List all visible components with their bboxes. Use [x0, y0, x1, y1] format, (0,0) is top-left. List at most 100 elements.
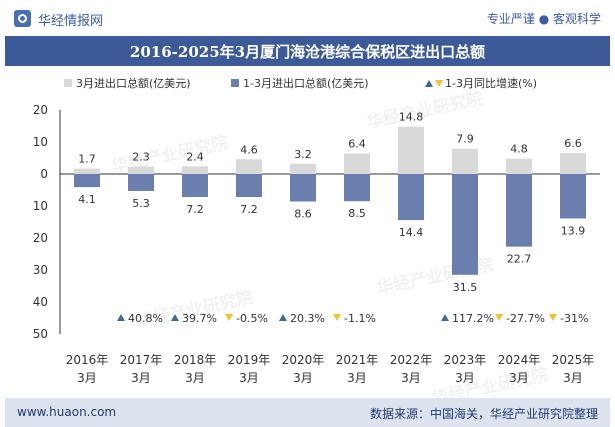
growth-label: -0.5% [236, 312, 268, 325]
data-label-march: 4.8 [510, 143, 528, 156]
chart: 3月进出口总额(亿美元) 1-3月进出口总额(亿美元) 1-3月同比增速(%)201… [33, 76, 600, 385]
x-tick-label: 2025年 [552, 353, 595, 367]
data-label-ytd: 7.2 [240, 203, 258, 216]
x-tick-label: 3月 [455, 371, 475, 385]
bar-march [344, 153, 370, 174]
data-label-ytd: 13.9 [561, 224, 586, 237]
y-tick-label: 40 [33, 295, 48, 309]
growth-down-marker [549, 314, 557, 321]
x-tick-label: 2022年 [390, 353, 433, 367]
growth-label: 40.8% [128, 312, 163, 325]
legend-marker-down [435, 80, 443, 87]
bar-ytd [236, 174, 262, 198]
growth-down-marker [495, 314, 503, 321]
x-tick-label: 3月 [401, 371, 421, 385]
data-source: 数据来源：中国海关，华经产业研究院整理 [369, 407, 598, 421]
x-tick-label: 3月 [185, 371, 205, 385]
data-label-march: 1.7 [78, 153, 96, 166]
x-tick-label: 2021年 [336, 353, 379, 367]
data-label-march: 4.6 [240, 143, 258, 156]
data-label-ytd: 14.4 [399, 226, 424, 239]
bar-ytd [128, 174, 154, 191]
bar-ytd [290, 174, 316, 202]
growth-up-marker [117, 314, 125, 321]
legend-label-ytd: 1-3月进出口总额(亿美元) [243, 76, 369, 90]
legend [64, 79, 443, 87]
growth-label: 117.2% [452, 312, 494, 325]
data-label-ytd: 7.2 [186, 203, 204, 216]
bar-march [506, 158, 532, 174]
bar-march [182, 166, 208, 174]
bar-ytd [560, 174, 586, 219]
y-tick-label: 20 [33, 103, 48, 117]
bar-march [452, 148, 478, 174]
growth-label: -27.7% [506, 312, 545, 325]
x-tick-label: 3月 [347, 371, 367, 385]
x-tick-label: 3月 [509, 371, 529, 385]
growth-up-marker [441, 314, 449, 321]
legend-marker-up [425, 80, 433, 87]
x-tick-label: 3月 [293, 371, 313, 385]
tagline: 专业严谨 ● 客观科学 [486, 12, 601, 26]
y-tick-label: 30 [33, 263, 48, 277]
growth-up-marker [279, 314, 287, 321]
y-tick-label: 10 [33, 135, 48, 149]
bar-ytd [344, 174, 370, 202]
title-bar: 2016-2025年3月厦门海沧港综合保税区进出口总额 [5, 36, 610, 66]
bar-ytd [182, 174, 208, 198]
data-label-ytd: 4.1 [78, 193, 96, 206]
x-tick-label: 2018年 [174, 353, 217, 367]
x-tick-label: 2017年 [120, 353, 163, 367]
growth-down-marker [333, 314, 341, 321]
x-tick-label: 3月 [239, 371, 259, 385]
brand-name: 华经情报网 [38, 14, 104, 29]
data-label-march: 2.3 [132, 151, 150, 164]
growth-label: -31% [560, 312, 588, 325]
growth-up-marker [171, 314, 179, 321]
logo-icon [14, 10, 31, 27]
bar-march [398, 126, 424, 174]
legend-swatch-ytd [231, 79, 239, 87]
bar-march [290, 163, 316, 174]
bar-ytd [506, 174, 532, 247]
legend-swatch-march [64, 79, 72, 87]
y-tick-label: 50 [33, 327, 48, 341]
growth-label: -1.1% [344, 312, 376, 325]
bar-ytd [398, 174, 424, 221]
top-bar: 华经情报网 专业严谨 ● 客观科学 [0, 0, 615, 36]
legend-label-growth: 1-3月同比增速(%) [445, 76, 537, 90]
website-link[interactable]: www.huaon.com [17, 405, 117, 419]
y-tick-label: 20 [33, 231, 48, 245]
data-label-ytd: 8.6 [294, 208, 312, 221]
x-tick-label: 2019年 [228, 353, 271, 367]
growth-label: 20.3% [290, 312, 325, 325]
x-tick-label: 2024年 [498, 353, 541, 367]
x-tick-label: 2023年 [444, 353, 487, 367]
data-label-ytd: 22.7 [507, 253, 532, 266]
x-tick-label: 3月 [131, 371, 151, 385]
y-tick-label: 10 [33, 199, 48, 213]
y-tick-label: 0 [40, 167, 48, 181]
bar-march [74, 168, 100, 174]
data-label-ytd: 31.5 [453, 281, 478, 294]
data-label-march: 2.4 [186, 150, 204, 163]
x-tick-label: 2020年 [282, 353, 325, 367]
bar-ytd [74, 174, 100, 188]
x-tick-label: 2016年 [66, 353, 109, 367]
bar-march [236, 159, 262, 174]
bar-march [128, 166, 154, 174]
growth-label: 39.7% [182, 312, 217, 325]
bottom-bar: www.huaon.com 数据来源：中国海关，华经产业研究院整理 [5, 398, 610, 427]
data-label-march: 6.4 [348, 138, 366, 151]
data-label-ytd: 5.3 [132, 197, 150, 210]
bar-march [560, 152, 586, 174]
x-tick-label: 3月 [77, 371, 97, 385]
data-label-march: 14.8 [399, 111, 424, 124]
growth-down-marker [225, 314, 233, 321]
data-label-march: 3.2 [294, 148, 312, 161]
chart-title: 2016-2025年3月厦门海沧港综合保税区进出口总额 [129, 42, 486, 61]
data-label-march: 6.6 [564, 137, 582, 150]
data-label-march: 7.9 [456, 133, 474, 146]
data-label-ytd: 8.5 [348, 207, 366, 220]
bar-ytd [452, 174, 478, 275]
